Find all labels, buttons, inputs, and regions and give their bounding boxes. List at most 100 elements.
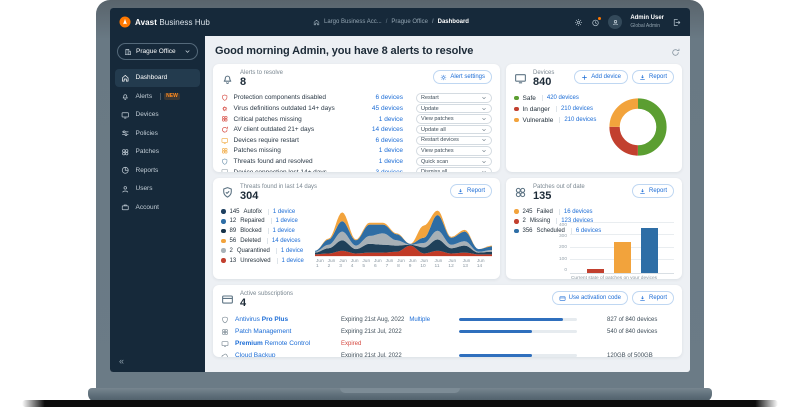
x-axis-label: Jun 3 [339, 258, 347, 269]
alert-action-value: Dismiss all [421, 169, 447, 172]
sidebar-item[interactable]: Alerts NEW [115, 88, 200, 106]
alert-row: Virus definitions outdated 14+ days 45 d… [221, 103, 492, 114]
home-icon[interactable] [313, 19, 320, 26]
legend-devices-link[interactable]: 1 device [276, 257, 304, 264]
org-selector[interactable]: Prague Office [117, 43, 198, 60]
legend-devices-link[interactable]: 123 devices [556, 218, 593, 225]
sidebar-collapse-button[interactable]: « [119, 356, 125, 366]
alert-action-value: View patches [421, 147, 454, 154]
legend-dot [221, 258, 226, 263]
legend-devices-link[interactable]: 1 device [270, 218, 298, 225]
sidebar-item[interactable]: Reports [115, 162, 200, 180]
bar-scheduled [640, 228, 658, 273]
logout-icon[interactable] [672, 18, 681, 27]
devices-report-button[interactable]: Report [631, 70, 674, 84]
sidebar-item[interactable]: Patches [115, 143, 200, 161]
notifications-icon[interactable] [591, 16, 602, 27]
y-axis-labels: 400 300 200 100 0 [554, 223, 567, 274]
sidebar: Prague Office Dashboard Alerts NEW [110, 36, 205, 372]
alert-action-select[interactable]: Restart devices [416, 135, 492, 146]
subscription-row: Patch Management Expiring 21st Jul, 2022 [221, 326, 674, 338]
x-axis-label: Jun 13 [462, 258, 471, 269]
subscriptions-report-button[interactable]: Report [631, 291, 674, 305]
alert-devices-link[interactable]: 1 device [378, 147, 403, 155]
sidebar-item-label: Dashboard [135, 74, 168, 82]
legend-devices-link[interactable]: 210 devices [559, 117, 596, 124]
breadcrumb-item[interactable]: Largo Business Acc... [324, 19, 382, 25]
alert-devices-link[interactable]: 1 device [378, 158, 403, 165]
legend-dot [514, 228, 519, 234]
subscription-row: Premium Remote Control Expired [221, 338, 674, 350]
breadcrumb-item[interactable]: Dashboard [428, 19, 469, 25]
subscription-name-link[interactable]: Patch Management [235, 328, 292, 336]
legend-devices-link[interactable]: 14 devices [266, 237, 301, 244]
refresh-icon[interactable] [671, 48, 680, 57]
alert-action-select[interactable]: Restart [416, 93, 492, 103]
user-block[interactable]: Admin User Global Admin [630, 15, 664, 28]
alert-devices-link[interactable]: 14 devices [371, 126, 403, 134]
legend-devices-link[interactable]: 1 device [267, 228, 295, 235]
x-axis-label: Jun 5 [362, 258, 371, 269]
y-axis-label: 0 [564, 267, 567, 273]
alert-action-select[interactable]: View patches [416, 114, 492, 124]
legend-dot [514, 95, 519, 101]
sidebar-item[interactable]: Account [115, 199, 200, 217]
x-axis-labels: Jun 1 Jun 2 Jun 3 Jun 4 Jun 5 Jun 6 Jun 7 Jun 8… [315, 259, 492, 269]
brand[interactable]: Avast Business Hub [110, 16, 210, 28]
alert-row: Patches missing 1 device View patches [221, 146, 492, 157]
sidebar-item[interactable]: Policies [115, 125, 200, 143]
subscription-name-link[interactable]: Cloud Backup [235, 352, 276, 357]
breadcrumb-item[interactable]: Prague Office [382, 19, 428, 25]
alert-devices-link[interactable]: 45 devices [371, 105, 403, 113]
legend-devices-link[interactable]: 210 devices [555, 106, 593, 113]
alert-row: Device connection lost 14+ days 3 device… [221, 167, 492, 172]
chevron-down-icon [481, 169, 487, 172]
laptop-base [88, 388, 712, 402]
alert-action-select[interactable]: Update [416, 103, 492, 114]
add-device-button[interactable]: Add device [574, 70, 628, 84]
legend-devices-link[interactable]: 420 devices [541, 95, 579, 102]
multiple-link[interactable]: Multiple [409, 316, 431, 323]
download-icon [639, 295, 646, 302]
alert-action-value: Restart devices [421, 137, 459, 144]
subscription-name-link[interactable]: Antivirus Pro Plus [235, 316, 289, 324]
legend-devices-link[interactable]: 16 devices [558, 208, 593, 215]
sidebar-item[interactable]: Dashboard [115, 69, 200, 87]
legend-label: Quarantined [236, 247, 270, 254]
alert-devices-link[interactable]: 3 devices [376, 169, 403, 172]
sidebar-item-label: Devices [135, 111, 159, 119]
sidebar-item[interactable]: Devices [115, 106, 200, 124]
alert-devices-link[interactable]: 6 devices [375, 136, 403, 144]
alert-action-select[interactable]: Update all [416, 124, 492, 135]
legend-dot [221, 209, 226, 214]
patches-report-button[interactable]: Report [631, 184, 674, 198]
alert-devices-link[interactable]: 6 devices [375, 94, 403, 102]
subscription-name-link[interactable]: Premium Remote Control [235, 340, 311, 348]
x-axis-label: Jun 8 [397, 258, 405, 269]
devices-donut-chart [609, 98, 667, 156]
legend-devices-link[interactable]: 1 device [275, 247, 303, 254]
alert-action-select[interactable]: Dismiss all [416, 167, 492, 172]
alert-devices-link[interactable]: 1 device [378, 115, 403, 123]
alert-action-select[interactable]: View patches [416, 146, 492, 156]
download-icon [639, 188, 646, 195]
sidebar-item[interactable]: Users [115, 180, 200, 198]
legend-label: Vulnerable [522, 116, 554, 124]
devices-count: 840 [533, 76, 552, 88]
subscription-expiry: Expiring 21st Jul, 2022 [341, 329, 453, 335]
alert-label: Protection components disabled [233, 94, 327, 102]
alert-settings-button[interactable]: Alert settings [433, 70, 492, 84]
subscription-expiry: Expiring 21st Aug, 2022 Multiple [341, 317, 453, 323]
alert-label: Threats found and resolved [233, 158, 313, 165]
alert-type-icon [221, 115, 229, 123]
legend-devices-link[interactable]: 6 devices [570, 228, 601, 235]
legend-devices-link[interactable]: 1 device [267, 208, 295, 215]
alert-action-select[interactable]: Quick scan [416, 156, 492, 167]
threats-report-button[interactable]: Report [449, 184, 492, 198]
sidebar-item-icon [121, 111, 130, 120]
settings-gear-icon[interactable] [574, 18, 583, 27]
use-activation-code-button[interactable]: Use activation code [551, 291, 628, 305]
legend-count: 245 [522, 208, 533, 215]
legend-label: Deleted [240, 237, 261, 244]
avatar[interactable] [608, 15, 623, 29]
